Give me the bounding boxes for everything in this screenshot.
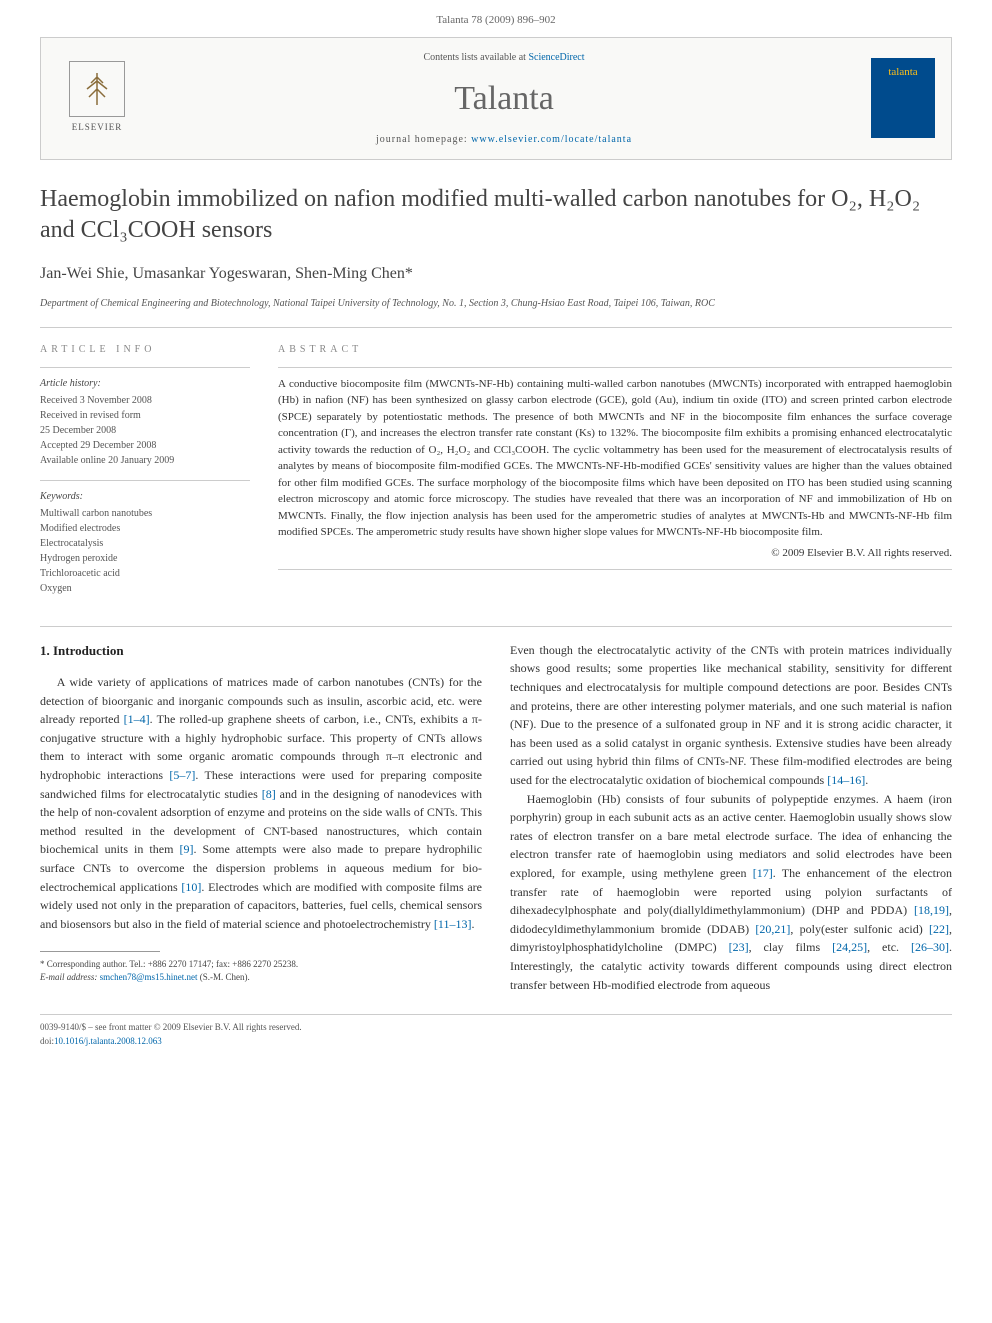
abstract-copyright: © 2009 Elsevier B.V. All rights reserved… — [278, 545, 952, 562]
abstract-text: A conductive biocomposite film (MWCNTs-N… — [278, 376, 952, 541]
elsevier-tree-icon — [69, 61, 125, 117]
citation-link[interactable]: [14–16] — [827, 773, 865, 787]
text-run: , poly(ester sulfonic acid) — [790, 922, 929, 936]
section-number: 1. — [40, 643, 50, 658]
title-divider — [40, 327, 952, 328]
doi-prefix: doi: — [40, 1036, 54, 1046]
keyword: Oxygen — [40, 581, 250, 596]
email-link[interactable]: smchen78@ms15.hinet.net — [100, 972, 198, 982]
citation-link[interactable]: [23] — [729, 940, 749, 954]
citation-link[interactable]: [10] — [181, 880, 201, 894]
email-label: E-mail address: — [40, 972, 100, 982]
publisher-name: ELSEVIER — [72, 121, 123, 135]
text-run: , clay films — [749, 940, 833, 954]
doi-link[interactable]: 10.1016/j.talanta.2008.12.063 — [54, 1036, 162, 1046]
body-divider — [40, 626, 952, 627]
footnote-line: * Corresponding author. Tel.: +886 2270 … — [40, 958, 482, 971]
body-column-left: 1. Introduction A wide variety of applic… — [40, 641, 482, 994]
keywords-block: Keywords: Multiwall carbon nanotubes Mod… — [40, 489, 250, 596]
body-paragraph: A wide variety of applications of matric… — [40, 673, 482, 933]
journal-homepage-link[interactable]: www.elsevier.com/locate/talanta — [471, 134, 632, 145]
footnote-email-line: E-mail address: smchen78@ms15.hinet.net … — [40, 971, 482, 984]
banner-center: Contents lists available at ScienceDirec… — [153, 50, 855, 147]
history-line: Accepted 29 December 2008 — [40, 438, 250, 453]
abstract-column: ABSTRACT A conductive biocomposite film … — [278, 342, 952, 608]
citation-link[interactable]: [24,25] — [832, 940, 867, 954]
history-line: Available online 20 January 2009 — [40, 453, 250, 468]
info-divider — [40, 367, 250, 368]
info-abstract-row: ARTICLE INFO Article history: Received 3… — [40, 342, 952, 608]
journal-title: Talanta — [153, 73, 855, 124]
text-run: Even though the electrocatalytic activit… — [510, 643, 952, 787]
author-affiliation: Department of Chemical Engineering and B… — [40, 296, 952, 311]
citation-link[interactable]: [26–30] — [911, 940, 949, 954]
issn-copyright-line: 0039-9140/$ – see front matter © 2009 El… — [40, 1021, 952, 1035]
journal-banner: ELSEVIER Contents lists available at Sci… — [40, 37, 952, 160]
running-header: Talanta 78 (2009) 896–902 — [0, 0, 992, 37]
section-title: Introduction — [53, 643, 124, 658]
abstract-bottom-divider — [278, 569, 952, 570]
article-info-heading: ARTICLE INFO — [40, 342, 250, 357]
section-heading: 1. Introduction — [40, 641, 482, 661]
contents-prefix: Contents lists available at — [423, 52, 528, 63]
text-run: . — [471, 917, 474, 931]
keyword: Multiwall carbon nanotubes — [40, 506, 250, 521]
contents-available-line: Contents lists available at ScienceDirec… — [153, 50, 855, 65]
history-label: Article history: — [40, 376, 250, 391]
keyword: Trichloroacetic acid — [40, 566, 250, 581]
article-title: Haemoglobin immobilized on nafion modifi… — [40, 184, 952, 246]
history-line: Received 3 November 2008 — [40, 393, 250, 408]
homepage-prefix: journal homepage: — [376, 134, 471, 145]
body-paragraph: Haemoglobin (Hb) consists of four subuni… — [510, 790, 952, 995]
text-run: . — [865, 773, 868, 787]
journal-homepage-line: journal homepage: www.elsevier.com/locat… — [153, 132, 855, 147]
history-line: Received in revised form — [40, 408, 250, 423]
corresponding-author-footnote: * Corresponding author. Tel.: +886 2270 … — [40, 958, 482, 983]
keywords-label: Keywords: — [40, 489, 250, 504]
citation-link[interactable]: [1–4] — [124, 712, 150, 726]
citation-link[interactable]: [8] — [262, 787, 276, 801]
sciencedirect-link[interactable]: ScienceDirect — [528, 52, 584, 63]
history-line: 25 December 2008 — [40, 423, 250, 438]
citation-link[interactable]: [5–7] — [169, 768, 195, 782]
citation-link[interactable]: [11–13] — [434, 917, 472, 931]
doi-line: doi:10.1016/j.talanta.2008.12.063 — [40, 1035, 952, 1049]
info-divider — [40, 480, 250, 481]
keyword: Modified electrodes — [40, 521, 250, 536]
article-history-block: Article history: Received 3 November 200… — [40, 376, 250, 468]
citation-link[interactable]: [20,21] — [755, 922, 790, 936]
journal-cover-thumbnail: talanta — [871, 58, 935, 138]
citation-link[interactable]: [17] — [753, 866, 773, 880]
text-run: , etc. — [867, 940, 911, 954]
keyword: Hydrogen peroxide — [40, 551, 250, 566]
citation-link[interactable]: [18,19] — [914, 903, 949, 917]
author-list: Jan-Wei Shie, Umasankar Yogeswaran, Shen… — [40, 262, 952, 286]
body-column-right: Even though the electrocatalytic activit… — [510, 641, 952, 994]
abstract-heading: ABSTRACT — [278, 342, 952, 357]
email-suffix: (S.-M. Chen). — [197, 972, 249, 982]
citation-link[interactable]: [9] — [179, 842, 193, 856]
article-info-column: ARTICLE INFO Article history: Received 3… — [40, 342, 250, 608]
page-footer: 0039-9140/$ – see front matter © 2009 El… — [40, 1014, 952, 1048]
body-paragraph: Even though the electrocatalytic activit… — [510, 641, 952, 790]
citation-link[interactable]: [22] — [929, 922, 949, 936]
keyword: Electrocatalysis — [40, 536, 250, 551]
footnote-separator — [40, 951, 160, 952]
publisher-logo: ELSEVIER — [57, 53, 137, 143]
abstract-divider — [278, 367, 952, 368]
body-two-column: 1. Introduction A wide variety of applic… — [40, 641, 952, 994]
